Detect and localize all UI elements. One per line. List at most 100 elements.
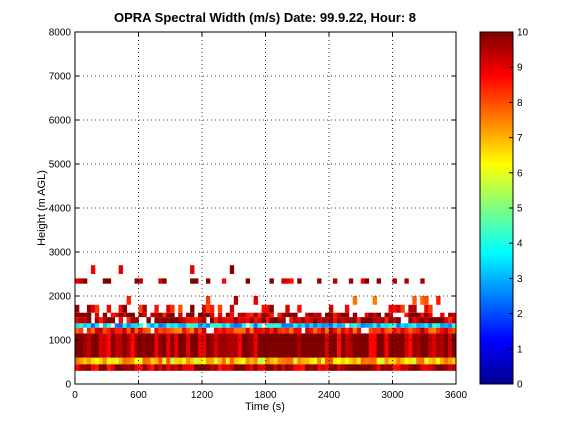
heatmap-cell xyxy=(376,323,381,328)
heatmap-cell xyxy=(396,364,401,371)
heatmap-cell xyxy=(384,364,389,371)
heatmap-cell xyxy=(182,327,187,334)
heatmap-cell xyxy=(348,323,354,328)
heatmap-cell xyxy=(368,357,374,365)
heatmap-cell xyxy=(281,317,286,324)
heatmap-cell xyxy=(321,327,326,334)
heatmap-cell xyxy=(396,317,401,324)
heatmap-cell xyxy=(166,364,171,371)
heatmap-cell xyxy=(202,312,207,318)
heatmap-cell xyxy=(360,317,366,324)
heatmap-cell xyxy=(126,323,131,328)
heatmap-cell xyxy=(364,317,370,324)
heatmap-cell xyxy=(78,327,84,334)
heatmap-cell xyxy=(416,323,421,328)
heatmap-cell xyxy=(289,357,294,365)
heatmap-cell xyxy=(317,327,322,334)
heatmap-cell xyxy=(170,312,175,318)
heatmap-cell xyxy=(309,312,314,318)
heatmap-cell xyxy=(213,317,219,324)
heatmap-cell xyxy=(285,278,290,284)
heatmap-cell xyxy=(261,333,266,358)
heatmap-cell xyxy=(118,304,124,313)
heatmap-cell xyxy=(245,357,251,365)
heatmap-cell xyxy=(122,357,127,365)
heatmap-cell xyxy=(348,333,354,358)
heatmap-cell xyxy=(154,304,159,313)
heatmap-cell xyxy=(174,333,179,358)
heatmap-cell xyxy=(122,364,127,371)
heatmap-cell xyxy=(396,327,401,334)
heatmap-cell xyxy=(245,364,251,371)
heatmap-cell xyxy=(233,333,239,358)
heatmap-cell xyxy=(229,357,235,365)
heatmap-cell xyxy=(332,327,338,334)
heatmap-cell xyxy=(269,278,274,284)
heatmap-cell xyxy=(392,304,397,313)
heatmap-cell xyxy=(356,317,362,324)
heatmap-cell xyxy=(102,333,108,358)
heatmap-cell xyxy=(332,333,338,358)
heatmap-cell xyxy=(142,312,147,318)
heatmap-cell xyxy=(344,357,350,365)
heatmap-cell xyxy=(305,327,310,334)
heatmap-cell xyxy=(126,333,131,358)
heatmap-cell xyxy=(313,333,318,358)
heatmap-cell xyxy=(213,327,219,334)
heatmap-cell xyxy=(138,312,143,318)
heatmap-cell xyxy=(134,364,139,371)
heatmap-cell xyxy=(245,312,251,318)
heatmap-cell xyxy=(158,333,163,358)
heatmap-cell xyxy=(384,357,389,365)
heatmap-cell xyxy=(178,364,183,371)
heatmap-cell xyxy=(198,317,203,324)
heatmap-cell xyxy=(277,364,282,371)
heatmap-cell xyxy=(166,357,171,365)
heatmap-cell xyxy=(452,364,456,371)
heatmap-cell xyxy=(424,304,429,313)
heatmap-cell xyxy=(229,327,235,334)
heatmap-cell xyxy=(396,323,401,328)
heatmap-cell xyxy=(285,312,290,318)
heatmap-cell xyxy=(340,364,346,371)
heatmap-cell xyxy=(158,364,163,371)
heatmap-cell xyxy=(408,317,413,324)
heatmap-cell xyxy=(265,304,270,313)
heatmap-cell xyxy=(273,327,278,334)
heatmap-cell xyxy=(452,317,456,324)
heatmap-cell xyxy=(158,278,163,284)
y-tick-label: 2000 xyxy=(49,292,72,303)
heatmap-cell xyxy=(408,357,413,365)
heatmap-cell xyxy=(178,333,183,358)
heatmap-cell xyxy=(432,357,437,365)
heatmap-cell xyxy=(82,317,88,324)
heatmap-cell xyxy=(225,357,231,365)
heatmap-cell xyxy=(225,317,231,324)
heatmap-cell xyxy=(138,323,143,328)
heatmap-cell xyxy=(146,323,151,328)
heatmap-cell xyxy=(428,333,433,358)
heatmap-cell xyxy=(253,327,258,334)
heatmap-cell xyxy=(372,364,378,371)
heatmap-cell xyxy=(202,327,207,334)
colorbar-tick-label: 3 xyxy=(517,274,523,285)
heatmap-cell xyxy=(106,278,112,284)
heatmap-cell xyxy=(384,312,389,318)
heatmap-cell xyxy=(257,357,262,365)
heatmap-cell xyxy=(118,327,124,334)
heatmap-cell xyxy=(444,323,449,328)
heatmap-cell xyxy=(221,317,227,324)
heatmap-cell xyxy=(98,333,104,358)
heatmap-cell xyxy=(202,304,207,313)
heatmap-cell xyxy=(364,333,370,358)
heatmap-cell xyxy=(265,312,270,318)
heatmap-cell xyxy=(202,323,207,328)
heatmap-cell xyxy=(205,323,211,328)
heatmap-cell xyxy=(321,333,326,358)
heatmap-cell xyxy=(245,327,251,334)
heatmap-cell xyxy=(352,323,358,328)
heatmap-cell xyxy=(364,323,370,328)
heatmap-cell xyxy=(336,364,342,371)
heatmap-cell xyxy=(75,317,80,324)
